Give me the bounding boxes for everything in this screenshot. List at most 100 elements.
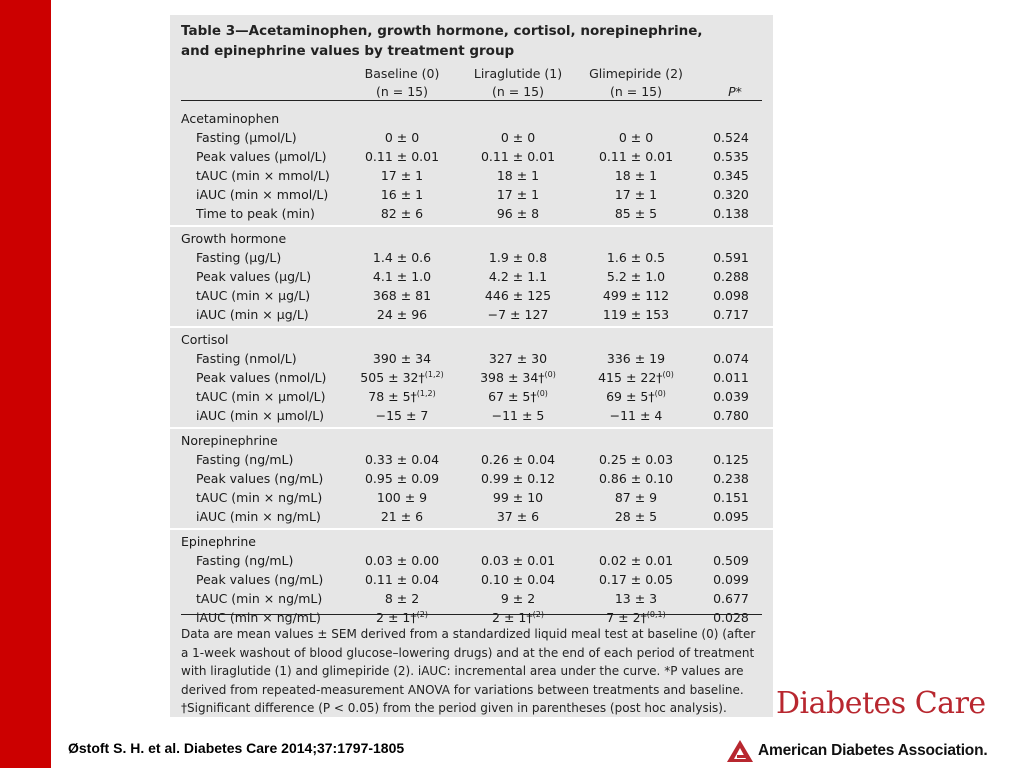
group-name: Epinephrine: [181, 534, 256, 549]
cell-value: 505 ± 32†: [360, 370, 425, 385]
table-row: Peak values (ng/mL) 0.11 ± 0.04 0.10 ± 0.0…: [170, 570, 773, 589]
table-cell: 82 ± 6: [350, 204, 454, 223]
p-value-cell: 0.039: [713, 389, 749, 404]
bottom-rule: [181, 614, 762, 615]
table-cell: 0.86 ± 0.10: [580, 469, 692, 488]
ada-logo: American Diabetes Association.: [726, 736, 988, 766]
cell-value: 28 ± 5: [614, 509, 658, 524]
cell-value: 0 ± 0: [618, 130, 654, 145]
table-title: Table 3—Acetaminophen, growth hormone, c…: [181, 21, 771, 61]
table-cell: 67 ± 5†(0): [465, 387, 571, 406]
table-row: tAUC (min × μmol/L) 78 ± 5†(1,2) 67 ± 5†(0…: [170, 387, 773, 406]
cell-value: 7 ± 2†: [606, 610, 647, 625]
table-cell: −7 ± 127: [465, 305, 571, 324]
table-cell: 85 ± 5: [580, 204, 692, 223]
p-value-cell: 0.677: [713, 591, 749, 606]
cell-value: 0.11 ± 0.01: [364, 149, 440, 164]
column-header-liraglutide: Liraglutide (1) (n = 15): [465, 65, 571, 101]
cell-value: 8 ± 2: [384, 591, 420, 606]
table-cell: −11 ± 5: [465, 406, 571, 425]
cell-value: 4.1 ± 1.0: [372, 269, 432, 284]
ada-triangle-icon: [727, 740, 753, 762]
p-value-cell: 0.151: [713, 490, 749, 505]
table-title-line-2: and epinephrine values by treatment grou…: [181, 43, 515, 59]
cell-value: 17 ± 1: [614, 187, 658, 202]
p-value-cell: 0.524: [713, 130, 749, 145]
table-cell: 1.9 ± 0.8: [465, 248, 571, 267]
table-row: Peak values (μmol/L) 0.11 ± 0.01 0.11 ± 0.…: [170, 147, 773, 166]
cell-value: 2 ± 1†: [376, 610, 417, 625]
cell-value: 327 ± 30: [488, 351, 548, 366]
cell-value: 87 ± 9: [614, 490, 658, 505]
header-rule: [181, 100, 762, 101]
table-cell: 0 ± 0: [465, 128, 571, 147]
table-row: Peak values (nmol/L) 505 ± 32†(1,2) 398 ± …: [170, 368, 773, 387]
cell-value: 85 ± 5: [614, 206, 658, 221]
citation: Østoft S. H. et al. Diabetes Care 2014;3…: [68, 740, 405, 756]
cell-value: 0.25 ± 0.03: [598, 452, 674, 467]
p-value-cell: 0.011: [713, 370, 749, 385]
row-label: Fasting (ng/mL): [196, 452, 294, 467]
cell-value: 415 ± 22†: [598, 370, 663, 385]
table-row: iAUC (min × ng/mL) 21 ± 6 37 ± 6 28 ± 5 0.09…: [170, 507, 773, 526]
cell-value: 100 ± 9: [376, 490, 428, 505]
table-cell: 4.1 ± 1.0: [350, 267, 454, 286]
column-header-label: Liraglutide (1): [473, 66, 563, 81]
table-cell: 0.02 ± 0.01: [580, 551, 692, 570]
cell-value: 21 ± 6: [380, 509, 424, 524]
p-value-cell: 0.095: [713, 509, 749, 524]
column-header-label: Baseline (0): [364, 66, 440, 81]
row-label: Peak values (μg/L): [196, 269, 312, 284]
table-cell: 16 ± 1: [350, 185, 454, 204]
group-separator: [170, 427, 773, 429]
p-value-cell: 0.098: [713, 288, 749, 303]
table-cell: 0.17 ± 0.05: [580, 570, 692, 589]
cell-value: 499 ± 112: [602, 288, 670, 303]
column-header-glimepiride: Glimepiride (2) (n = 15): [580, 65, 692, 101]
table-row: Fasting (nmol/L) 390 ± 34 327 ± 30 336 ± 19…: [170, 349, 773, 368]
p-value-cell: 0.138: [713, 206, 749, 221]
row-label: iAUC (min × μg/L): [196, 307, 309, 322]
table-cell: 0.11 ± 0.01: [465, 147, 571, 166]
cell-value: 17 ± 1: [380, 168, 424, 183]
cell-value: 0.11 ± 0.01: [598, 149, 674, 164]
table-cell: 17 ± 1: [465, 185, 571, 204]
table-cell: 4.2 ± 1.1: [465, 267, 571, 286]
table-panel: Table 3—Acetaminophen, growth hormone, c…: [170, 15, 773, 717]
column-header-label: P*: [728, 84, 742, 99]
table-cell: 336 ± 19: [580, 349, 692, 368]
table-cell: 96 ± 8: [465, 204, 571, 223]
group-name: Acetaminophen: [181, 111, 280, 126]
cell-value: 9 ± 2: [500, 591, 536, 606]
cell-value: 0.33 ± 0.04: [364, 452, 440, 467]
column-header-p-value: P*: [715, 83, 755, 101]
table-cell: 0.25 ± 0.03: [580, 450, 692, 469]
row-label: Peak values (μmol/L): [196, 149, 327, 164]
p-value-cell: 0.028: [713, 610, 749, 625]
group-separator: [170, 225, 773, 227]
cell-value: 0.11 ± 0.04: [364, 572, 440, 587]
table-cell: 0.33 ± 0.04: [350, 450, 454, 469]
p-value-cell: 0.074: [713, 351, 749, 366]
row-label: Peak values (nmol/L): [196, 370, 327, 385]
table-cell: 5.2 ± 1.0: [580, 267, 692, 286]
significance-superscript: (0): [654, 388, 666, 398]
cell-value: 17 ± 1: [496, 187, 540, 202]
cell-value: 0.03 ± 0.01: [480, 553, 556, 568]
cell-value: 13 ± 3: [614, 591, 658, 606]
group-name: Cortisol: [181, 332, 229, 347]
p-value-cell: 0.717: [713, 307, 749, 322]
cell-value: 336 ± 19: [606, 351, 666, 366]
table-row: tAUC (min × ng/mL) 100 ± 9 99 ± 10 87 ± 9 0.…: [170, 488, 773, 507]
table-cell: 0 ± 0: [350, 128, 454, 147]
cell-value: 99 ± 10: [492, 490, 544, 505]
table-cell: 327 ± 30: [465, 349, 571, 368]
table-cell: 21 ± 6: [350, 507, 454, 526]
significance-superscript: (0): [662, 369, 674, 379]
table-cell: 17 ± 1: [580, 185, 692, 204]
cell-value: 5.2 ± 1.0: [606, 269, 666, 284]
p-value-cell: 0.125: [713, 452, 749, 467]
cell-value: 0.95 ± 0.09: [364, 471, 440, 486]
table-row: Fasting (ng/mL) 0.03 ± 0.00 0.03 ± 0.01 0.0…: [170, 551, 773, 570]
table-cell: 0.11 ± 0.01: [580, 147, 692, 166]
